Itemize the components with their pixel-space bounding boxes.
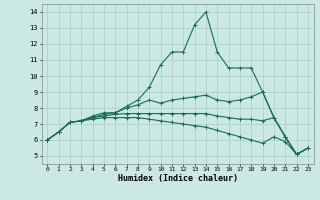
X-axis label: Humidex (Indice chaleur): Humidex (Indice chaleur) xyxy=(118,174,237,183)
